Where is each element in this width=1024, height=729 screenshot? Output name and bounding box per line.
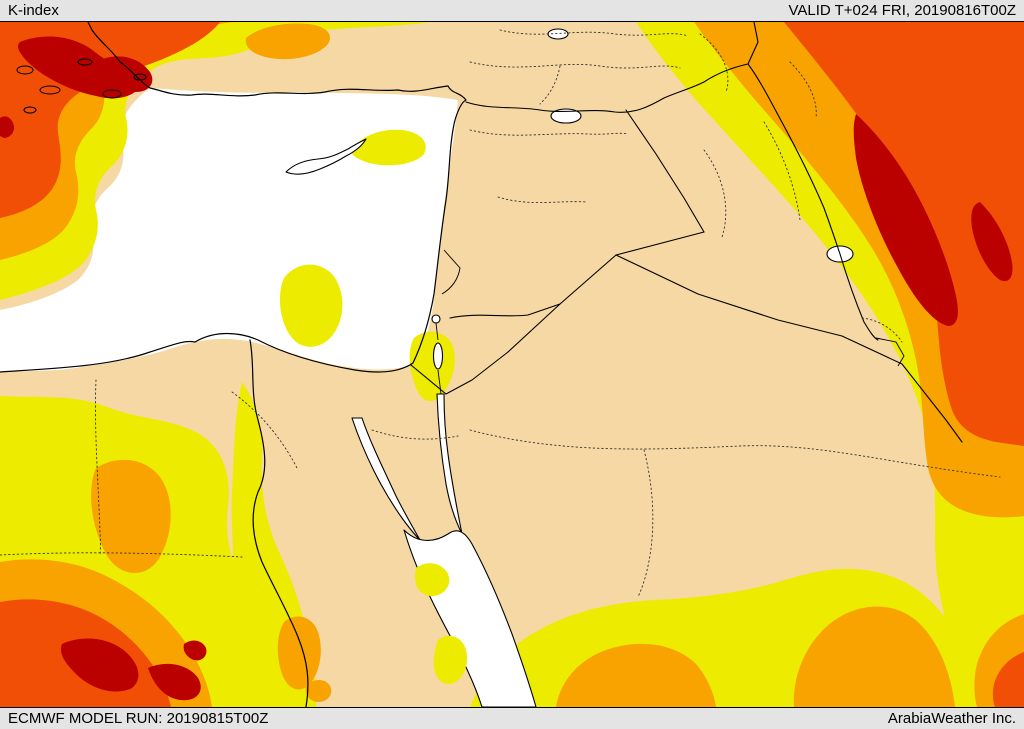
border-kuwait (875, 337, 905, 367)
red-sea-yellow-spots (415, 563, 468, 685)
border-turkey-iran-north (747, 22, 759, 65)
border-syria-jordan (449, 303, 561, 319)
border-jordan-saudi-west (445, 351, 509, 395)
map-parameter-title: K-index (8, 2, 59, 19)
border-israel-jordan (435, 322, 442, 395)
border-iraq-saudi (615, 254, 963, 443)
sea-of-galilee (431, 314, 441, 324)
border-jordan-iraq (615, 231, 705, 256)
lake-turkey-1 (550, 108, 582, 124)
mediterranean-coastline (0, 22, 467, 373)
contour-low-layer (0, 88, 458, 372)
country-borders (410, 22, 963, 443)
branding-label: ArabiaWeather Inc. (887, 710, 1016, 727)
footer-bar: ECMWF MODEL RUN: 20190815T00Z ArabiaWeat… (0, 707, 1024, 729)
weather-map (0, 22, 1024, 707)
header-bar: K-index VALID T+024 FRI, 20190816T00Z (0, 0, 1024, 22)
aegean-islands (16, 58, 147, 114)
border-lebanon-syria (441, 249, 461, 295)
dead-sea (432, 342, 444, 370)
cyprus-island (285, 138, 367, 175)
contour-darkred-layer (0, 36, 1013, 701)
valid-time-label: VALID T+024 FRI, 20190816T00Z (788, 2, 1017, 19)
coastlines (0, 22, 467, 707)
admin-dotted-lines (0, 29, 1001, 598)
border-syria-iraq (625, 109, 705, 233)
nile-river (249, 339, 309, 707)
model-run-label: ECMWF MODEL RUN: 20190815T00Z (8, 710, 269, 727)
